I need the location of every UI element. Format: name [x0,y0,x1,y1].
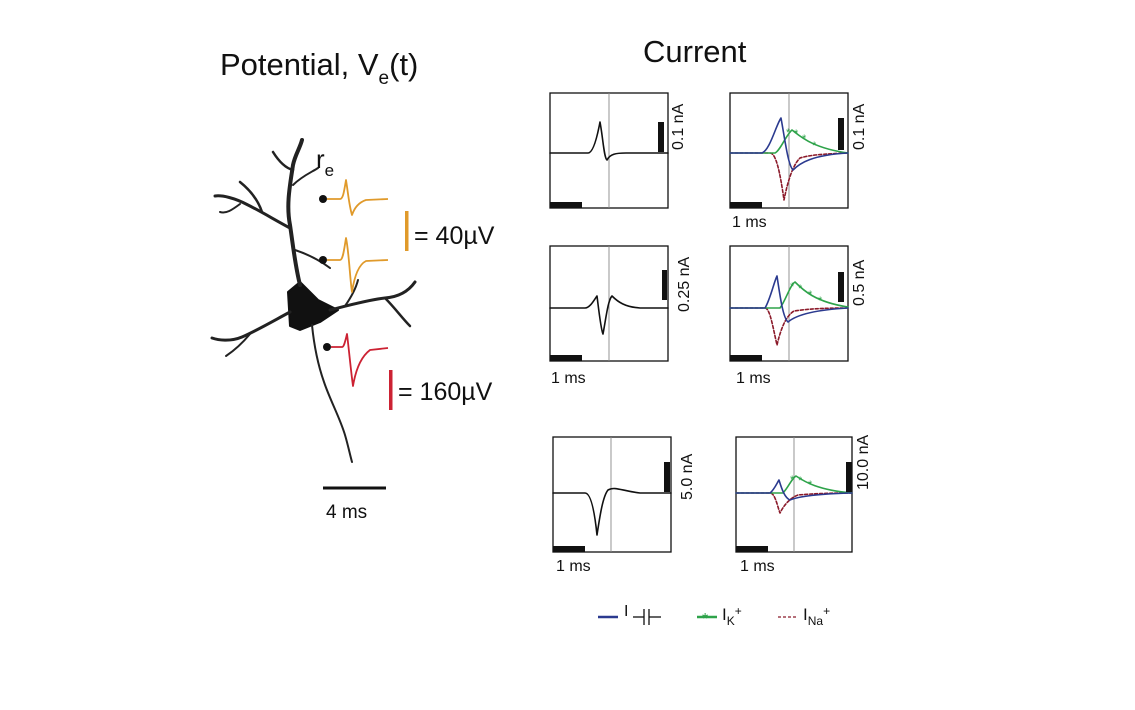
svg-text:*: * [790,281,795,293]
current-panel-3: 0.25 nA 1 ms [549,245,693,387]
panel-4-tscale [730,355,762,361]
panel-6-time-label: 1 ms [740,558,775,575]
panel-5-scale-label: 5.0 nA [679,453,696,500]
potassium-markers-4: * * * * [790,281,823,307]
panel-2-scale-label: 0.1 nA [851,103,868,150]
potential-trace-top [327,179,389,216]
panel-1-scale-label: 0.1 nA [670,103,687,150]
panel-5-frame [552,436,672,553]
legend-sodium-label: INa+ [803,604,830,628]
potassium-markers-6: * * * [790,474,813,491]
panel-4-time-label: 1 ms [736,370,771,387]
potassium-markers-2: * * ** [786,127,817,152]
potassium-current-trace-6 [735,475,853,494]
panel-3-time-label: 1 ms [551,370,586,387]
panel-3-tscale [550,355,582,361]
sodium-current-trace-4 [729,307,849,346]
time-scale-label: 4 ms [326,502,367,523]
potential-title: Potential, Ve(t) [220,47,418,89]
current-panel-5: 5.0 nA 1 ms [552,436,696,575]
legend-potassium: * IK+ [697,604,742,628]
current-panel-2: * * ** 0.1 nA 1 ms [729,92,868,231]
dendrite-apical-branch-1 [213,194,292,230]
current-legend: I * IK+ INa+ [598,603,830,628]
dendrite-left [210,310,292,342]
orange-scale-bar [405,211,409,251]
neuron-drawing [210,138,417,463]
svg-text:*: * [798,475,803,487]
svg-text:*: * [808,479,813,491]
panel-4-vscale [838,272,844,302]
panel-5-time-label: 1 ms [556,558,591,575]
sodium-current-trace-2 [729,152,849,201]
axon [311,324,353,463]
electrode-dots [319,195,331,351]
svg-text:*: * [818,295,823,307]
svg-text:*: * [790,474,795,486]
svg-text:*: * [798,283,803,295]
svg-text:*: * [812,140,817,152]
electrode-dot-top [319,195,327,203]
dendrite-right-sub-2 [344,279,359,307]
legend-sodium: INa+ [778,604,830,628]
neuron-soma [287,281,339,331]
panel-6-scale-label: 10.0 nA [855,435,872,490]
current-panel-1: 0.1 nA [549,92,687,209]
svg-text:*: * [786,127,791,139]
dendrite-apical-branch-5 [292,167,319,186]
capacitive-current-trace-6 [735,479,853,501]
panel-6-tscale [736,546,768,552]
current-panel-4: * * * * 0.5 nA 1 ms [729,245,868,387]
legend-potassium-label: IK+ [722,604,742,628]
panel-3-scale-label: 0.25 nA [676,257,693,312]
potential-trace-bottom [331,333,389,387]
svg-text:*: * [808,289,813,301]
electrode-dot-middle [319,256,327,264]
panel-6-vscale [846,462,852,492]
dendrite-apical [286,138,304,287]
legend-capacitive: I [598,603,661,625]
panel-1-tscale [550,202,582,208]
panel-2-time-label: 1 ms [732,214,767,231]
potential-trace-middle [327,237,389,293]
svg-text:*: * [702,611,708,628]
capacitive-current-trace-4 [729,275,849,323]
panel-1-vscale [658,122,664,152]
panel-5-vscale [664,462,670,492]
capacitor-icon [633,609,661,625]
current-panel-6: * * * 10.0 nA 1 ms [735,435,872,575]
panel-2-tscale [730,202,762,208]
panel-3-vscale [662,270,667,300]
dendrite-right-sub-1 [383,296,412,328]
dendrite-left-sub [225,333,251,357]
electrode-dot-bottom [323,343,331,351]
dendrite-right [328,280,417,312]
total-current-trace-3 [549,295,669,335]
dendrite-apical-branch-4 [271,150,295,172]
panel-2-vscale [838,118,844,150]
capacitive-current-trace-2 [729,117,849,171]
panel-4-scale-label: 0.5 nA [851,259,868,306]
red-scale-bar [389,370,393,410]
red-scale-label: = 160µV [398,378,493,406]
dendrite-apical-branch-2 [238,180,264,214]
dendrite-right-branch [294,249,331,269]
extracellular-traces [327,179,389,387]
total-current-trace-5 [552,487,672,536]
svg-text:*: * [794,128,799,140]
panel-5-tscale [553,546,585,552]
orange-scale-label: = 40µV [414,222,495,250]
potassium-current-trace-4 [729,281,849,309]
sodium-current-trace-6 [735,492,853,514]
current-title: Current [643,34,747,69]
legend-capacitive-label: I [624,603,628,620]
total-current-trace-1 [549,121,669,161]
electrode-label: re [316,144,334,180]
svg-text:*: * [802,133,807,145]
potassium-current-trace-2 [729,129,849,154]
dendrite-apical-branch-3 [219,203,241,214]
